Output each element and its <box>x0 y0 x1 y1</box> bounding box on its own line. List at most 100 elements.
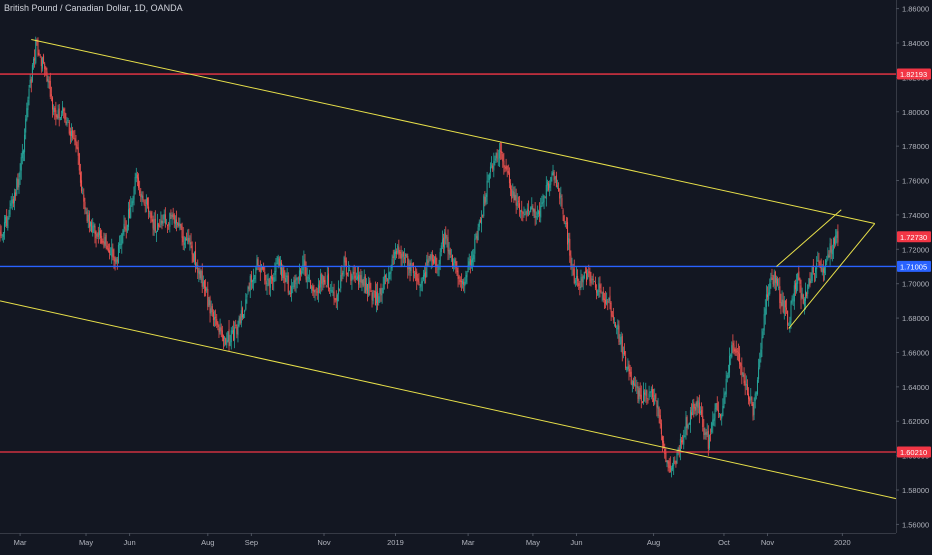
candle-body <box>733 344 735 352</box>
price-tick-label: 1.64000 <box>902 383 929 392</box>
candle-body <box>152 219 154 229</box>
candle-body <box>389 272 391 275</box>
candle-body <box>422 275 424 280</box>
candle-body <box>591 278 593 281</box>
candle-body <box>496 153 498 159</box>
candle-body <box>86 211 88 221</box>
candle-body <box>447 237 449 252</box>
candle-body <box>694 406 696 411</box>
candle-body <box>105 234 107 246</box>
candle-body <box>703 427 705 435</box>
candle-body <box>249 276 251 291</box>
candle-body <box>205 286 207 292</box>
candle-body <box>304 260 306 268</box>
candle-body <box>760 349 762 359</box>
candle-body <box>246 295 248 298</box>
candles-layer <box>0 36 839 478</box>
candle-body <box>345 260 347 275</box>
candle-body <box>278 258 280 268</box>
candle-body <box>76 144 78 149</box>
candle-body <box>810 280 812 283</box>
candle-body <box>187 237 189 242</box>
candle-body <box>727 372 729 374</box>
candle-body <box>126 225 128 232</box>
candle-body <box>548 183 550 190</box>
trend-line[interactable] <box>31 39 875 225</box>
candle-body <box>288 292 290 294</box>
candle-body <box>520 210 522 212</box>
candle-body <box>154 218 156 232</box>
candle-body <box>500 150 502 152</box>
candle-body <box>510 183 512 190</box>
candle-body <box>743 374 745 384</box>
candle-body <box>571 267 573 268</box>
candle-body <box>660 423 662 435</box>
candle-body <box>151 219 153 222</box>
candle-body <box>649 391 651 393</box>
candle-body <box>256 258 258 267</box>
candle-body <box>39 55 41 57</box>
candle-body <box>382 284 384 294</box>
candle-body <box>110 254 112 256</box>
price-tick-label: 1.80000 <box>902 108 929 117</box>
candle-body <box>268 279 270 286</box>
candle-body <box>292 285 294 287</box>
candle-body <box>425 271 427 278</box>
candle-body <box>531 205 533 210</box>
candle-body <box>267 278 269 281</box>
candle-body <box>372 291 374 301</box>
candle-body <box>774 272 776 283</box>
candle-body <box>569 238 571 256</box>
candle-body <box>176 219 178 223</box>
candle-body <box>756 380 758 395</box>
candle-body <box>663 440 665 448</box>
candle-body <box>276 263 278 265</box>
trend-line[interactable] <box>788 223 876 329</box>
candle-body <box>636 386 638 388</box>
candle-body <box>699 411 701 413</box>
candle-body <box>476 236 478 243</box>
candle-body <box>200 271 202 281</box>
candle-body <box>67 120 69 121</box>
candle-body <box>212 312 214 321</box>
candle-body <box>801 293 803 298</box>
candle-body <box>190 241 192 245</box>
candle-body <box>573 268 575 284</box>
candle-body <box>485 194 487 202</box>
candle-body <box>672 465 674 470</box>
candle-body <box>358 274 360 285</box>
trendlines-layer[interactable] <box>0 39 897 500</box>
candle-body <box>21 151 23 159</box>
candle-body <box>297 277 299 279</box>
candle-body <box>28 88 30 99</box>
candle-body <box>644 392 646 395</box>
candle-body <box>284 278 286 283</box>
candle-body <box>640 394 642 401</box>
candle-body <box>788 324 790 326</box>
candle-body <box>220 327 222 332</box>
candle-body <box>83 194 85 202</box>
candle-body <box>362 280 364 286</box>
last-price-label: 1.72730 <box>900 233 927 242</box>
candle-body <box>729 355 731 373</box>
candle-body <box>93 224 95 228</box>
candle-body <box>443 237 445 247</box>
candle-body <box>123 223 125 233</box>
candle-body <box>459 279 461 282</box>
candle-body <box>333 291 335 299</box>
candle-body <box>71 130 73 136</box>
candle-body <box>420 282 422 287</box>
trend-line[interactable] <box>776 209 842 267</box>
candle-body <box>357 276 359 279</box>
trend-line[interactable] <box>0 300 897 500</box>
candle-body <box>202 281 204 287</box>
candle-body <box>616 328 618 330</box>
candle-body <box>215 316 217 318</box>
candle-body <box>687 424 689 428</box>
candle-body <box>775 278 777 284</box>
candle-body <box>339 288 341 290</box>
candle-body <box>498 149 500 159</box>
candle-body <box>832 237 834 251</box>
